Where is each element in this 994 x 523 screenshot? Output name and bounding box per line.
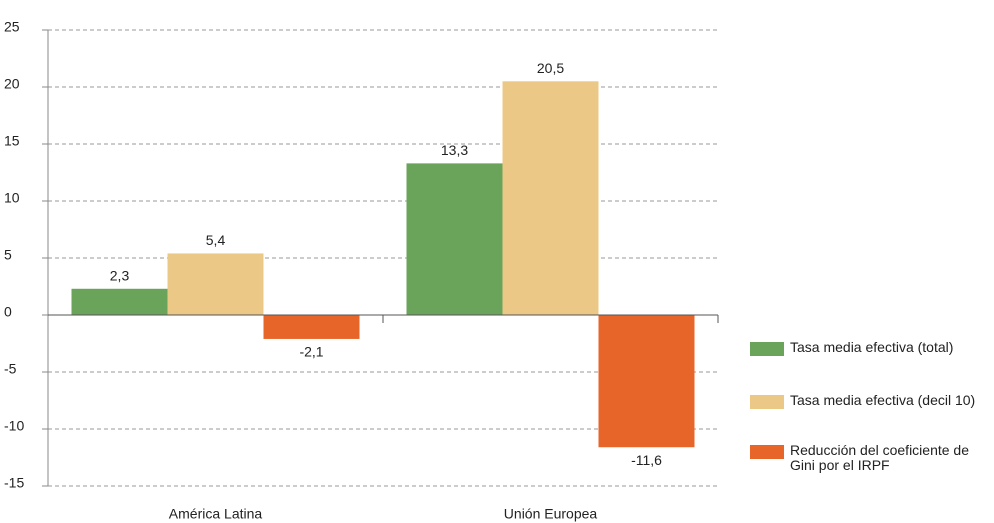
value-label: 20,5 <box>537 60 564 76</box>
value-label: 2,3 <box>110 267 130 283</box>
bar <box>71 288 168 315</box>
legend-label: Tasa media efectiva (decil 10) <box>790 392 976 408</box>
y-tick-label: 25 <box>4 19 20 35</box>
value-label: 13,3 <box>441 142 468 158</box>
value-label: -2,1 <box>299 344 323 360</box>
legend-label: Tasa media efectiva (total) <box>790 339 954 355</box>
y-tick-label: 5 <box>4 247 12 263</box>
y-tick-label: -15 <box>4 475 24 491</box>
legend-label: Reducción del coeficiente de Gini por el… <box>790 442 970 473</box>
bar <box>598 315 695 448</box>
legend-item: Tasa media efectiva (decil 10) <box>750 393 990 409</box>
bar <box>263 315 360 339</box>
y-tick-label: -5 <box>4 361 17 377</box>
x-tick-label: América Latina <box>169 506 263 522</box>
y-tick-label: -10 <box>4 418 24 434</box>
legend-swatch <box>750 395 784 409</box>
legend-swatch <box>750 342 784 356</box>
y-tick-label: 15 <box>4 133 20 149</box>
legend-item: Reducción del coeficiente de Gini por el… <box>750 443 990 473</box>
y-tick-label: 0 <box>4 304 12 320</box>
legend-swatch <box>750 445 784 459</box>
y-tick-label: 20 <box>4 76 20 92</box>
bar <box>502 81 599 315</box>
value-label: -11,6 <box>631 452 662 468</box>
bar <box>406 163 503 315</box>
legend-item: Tasa media efectiva (total) <box>750 340 990 356</box>
bar <box>167 253 264 315</box>
x-tick-label: Unión Europea <box>504 506 598 522</box>
y-tick-label: 10 <box>4 190 20 206</box>
value-label: 5,4 <box>206 232 226 248</box>
